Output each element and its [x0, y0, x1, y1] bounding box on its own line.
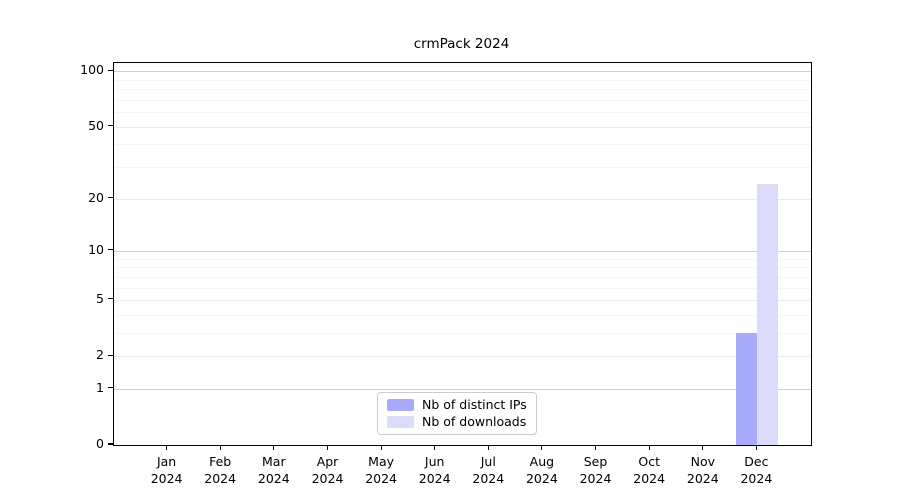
- y-gridline-3: [114, 332, 811, 334]
- x-axis-tick-jun: [434, 445, 436, 451]
- x-axis-tick-jan: [166, 445, 168, 451]
- y-gridline-60: [114, 112, 811, 114]
- y-gridline-1: [114, 388, 811, 390]
- y-gridline-9: [114, 258, 811, 260]
- legend-swatch: [387, 415, 414, 428]
- y-gridline-40: [114, 144, 811, 146]
- x-axis-tick-mar: [273, 445, 275, 451]
- x-axis-tick-feb: [219, 445, 221, 451]
- y-axis-tick-label-20: 20: [88, 189, 104, 205]
- x-axis-tick-label-feb: Feb 2024: [204, 454, 237, 486]
- x-axis-tick-apr: [326, 445, 329, 451]
- y-axis-tick-2: [108, 354, 113, 356]
- y-axis-tick-label-2: 2: [96, 347, 104, 363]
- y-axis-tick-label-50: 50: [88, 117, 104, 133]
- x-axis-tick-label-jan: Jan 2024: [150, 454, 183, 486]
- y-gridline-80: [114, 89, 811, 91]
- y-gridline-70: [114, 99, 811, 101]
- x-axis-tick-label-jun: Jun 2024: [418, 454, 451, 486]
- x-axis-tick-label-sep: Sep 2024: [579, 454, 612, 486]
- x-axis-tick-oct: [648, 445, 650, 451]
- y-axis-tick-label-100: 100: [80, 62, 104, 78]
- bar-nb-of-downloads-dec: [757, 184, 779, 445]
- legend-swatch: [387, 399, 414, 412]
- x-axis-tick-label-jul: Jul 2024: [472, 454, 505, 486]
- y-gridline-100: [114, 71, 811, 73]
- x-axis-tick-label-may: May 2024: [365, 454, 397, 486]
- x-axis-tick-label-dec: Dec 2024: [740, 454, 773, 486]
- y-axis-tick-100: [108, 69, 113, 71]
- y-gridline-50: [114, 126, 811, 128]
- x-axis-tick-sep: [594, 445, 597, 451]
- x-axis-tick-may: [380, 445, 382, 451]
- x-axis-tick-dec: [755, 445, 757, 451]
- y-axis-tick-5: [108, 298, 113, 300]
- y-axis-tick-label-1: 1: [96, 379, 104, 395]
- y-gridline-10: [114, 250, 811, 252]
- legend-label: Nb of downloads: [422, 413, 527, 429]
- legend-label: Nb of distinct IPs: [422, 397, 527, 412]
- y-gridline-6: [114, 287, 811, 289]
- x-axis-tick-label-nov: Nov 2024: [686, 454, 719, 486]
- y-axis-tick-label-10: 10: [88, 241, 104, 257]
- y-gridline-20: [114, 198, 811, 200]
- y-axis-tick-0: [108, 443, 113, 445]
- x-axis-tick-label-oct: Oct 2024: [633, 454, 666, 486]
- y-axis-tick-1: [108, 387, 113, 389]
- bar-nb-of-distinct-ips-dec: [736, 332, 758, 445]
- legend-item: Nb of downloads: [387, 413, 527, 429]
- y-gridline-4: [114, 314, 811, 316]
- x-axis-tick-aug: [541, 445, 543, 451]
- y-axis-tick-10: [108, 249, 113, 251]
- x-axis-tick-label-aug: Aug 2024: [525, 454, 558, 486]
- y-axis-tick-20: [108, 196, 113, 199]
- x-axis-tick-nov: [702, 445, 704, 451]
- y-axis-tick-50: [108, 125, 113, 127]
- legend: Nb of distinct IPs Nb of downloads: [377, 392, 537, 435]
- y-gridline-2: [114, 356, 811, 358]
- y-gridline-30: [114, 167, 811, 168]
- y-axis-tick-label-0: 0: [96, 436, 104, 451]
- y-gridline-90: [114, 79, 811, 81]
- y-gridline-5: [114, 299, 811, 301]
- y-gridline-7: [114, 276, 811, 278]
- x-axis-tick-label-mar: Mar 2024: [257, 454, 290, 486]
- plot-area: Nb of distinct IPs Nb of downloads: [113, 62, 812, 446]
- y-axis-tick-label-5: 5: [96, 290, 104, 306]
- x-axis-tick-label-apr: Apr 2024: [311, 454, 344, 486]
- chart-title: crmPack 2024: [413, 36, 510, 52]
- y-gridline-8: [114, 267, 811, 269]
- legend-item: Nb of distinct IPs: [387, 397, 527, 412]
- x-axis-tick-jul: [487, 445, 489, 451]
